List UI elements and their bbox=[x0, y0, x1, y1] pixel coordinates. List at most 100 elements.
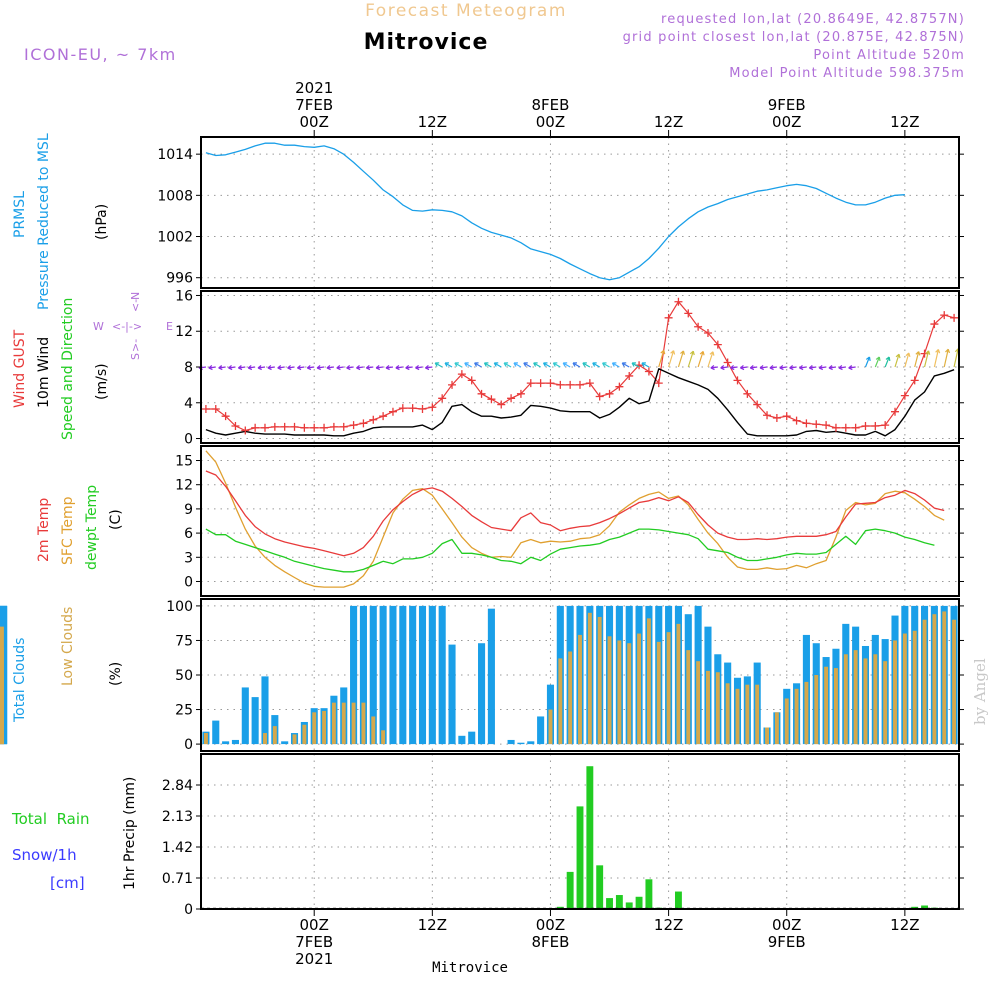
wind-tick-label: 12 bbox=[175, 324, 193, 340]
low-cloud-bar bbox=[587, 612, 592, 745]
wind-direction-arrow bbox=[395, 365, 403, 371]
total-cloud-bar bbox=[409, 605, 417, 745]
wind-direction-arrow bbox=[707, 351, 715, 368]
requested-coords: requested lon,lat (20.8649E, 42.8757N) bbox=[661, 12, 965, 27]
precip-bar bbox=[615, 895, 623, 909]
low-cloud-bar bbox=[696, 661, 701, 745]
low-cloud-bar bbox=[0, 694, 4, 745]
gust-marker bbox=[566, 380, 575, 389]
gust-marker bbox=[497, 400, 506, 409]
gust-marker bbox=[231, 422, 240, 431]
gust-marker bbox=[802, 419, 811, 428]
cloud-label-1: Total Clouds bbox=[12, 638, 28, 723]
precip-frame bbox=[200, 753, 960, 910]
precip-bar bbox=[921, 905, 928, 909]
footer-location: Mitrovice bbox=[432, 960, 508, 976]
wind-direction-arrow bbox=[828, 365, 837, 371]
clouds-tick-label: 0 bbox=[184, 737, 193, 753]
wind-direction-arrow bbox=[237, 365, 246, 371]
wind-direction-arrow bbox=[611, 362, 620, 368]
gust-marker bbox=[241, 426, 250, 435]
wind-direction-arrow bbox=[306, 365, 315, 371]
pressure-label-1: PRMSL bbox=[12, 191, 28, 238]
grid-layer bbox=[201, 137, 959, 910]
total-cloud-bar bbox=[537, 716, 545, 745]
cloud-labels: Total Clouds Low Clouds (%) bbox=[12, 607, 124, 723]
wind-direction-arrow bbox=[592, 362, 600, 368]
wind-direction-arrow bbox=[769, 365, 777, 371]
wind-direction-arrow bbox=[789, 365, 797, 371]
bottom-xtick-label: 12Z bbox=[890, 916, 919, 934]
low-cloud-bar bbox=[263, 733, 267, 745]
low-cloud-bar bbox=[272, 726, 277, 745]
low-cloud-bar bbox=[715, 672, 720, 745]
low-cloud-bar bbox=[597, 616, 602, 745]
gust-marker bbox=[398, 404, 407, 413]
temp2m-line bbox=[205, 470, 945, 557]
gust-marker bbox=[743, 389, 752, 398]
compass-s: S bbox=[129, 353, 142, 360]
low-cloud-bar bbox=[381, 730, 386, 745]
pressure-tick-label: 1002 bbox=[157, 230, 193, 246]
arrow-layer bbox=[198, 348, 960, 371]
gust-marker bbox=[644, 367, 653, 376]
gust-marker bbox=[615, 382, 624, 391]
gust-marker bbox=[703, 329, 712, 338]
wind-direction-arrow bbox=[799, 365, 807, 371]
wind-direction-arrow bbox=[631, 362, 640, 368]
wind-direction-arrow bbox=[533, 362, 541, 368]
gust-marker bbox=[251, 423, 260, 432]
wind-direction-arrow bbox=[336, 365, 344, 371]
gust-marker bbox=[694, 322, 703, 331]
low-cloud-bar bbox=[607, 636, 612, 745]
wind-label-2: 10m Wind bbox=[36, 337, 52, 408]
bottom-xtick-label: 12Z bbox=[654, 916, 683, 934]
temp-tick-label: 12 bbox=[175, 478, 193, 494]
precip-unit: 1hr Precip (mm) bbox=[122, 777, 138, 890]
gust-marker bbox=[920, 349, 929, 358]
gust-marker bbox=[881, 421, 890, 430]
low-cloud-bar bbox=[883, 661, 888, 745]
gust-marker bbox=[605, 389, 614, 398]
low-cloud-bar bbox=[548, 709, 553, 745]
gust-marker bbox=[831, 423, 840, 432]
total-cloud-bar bbox=[281, 741, 289, 745]
temp-label-1: 2m Temp bbox=[36, 498, 52, 562]
wind-direction-arrow bbox=[933, 348, 941, 368]
wind-direction-arrow bbox=[454, 362, 463, 368]
gust-marker bbox=[910, 376, 919, 385]
wind-line bbox=[205, 368, 955, 437]
gust-marker bbox=[320, 423, 329, 432]
gust-marker bbox=[782, 412, 791, 421]
wind-direction-arrow bbox=[424, 365, 433, 371]
gust-marker bbox=[950, 313, 959, 322]
gust-marker bbox=[841, 423, 850, 432]
gust-marker bbox=[930, 320, 939, 329]
gust-marker bbox=[684, 309, 693, 318]
low-cloud-bar bbox=[341, 702, 346, 745]
compass-w: W bbox=[93, 320, 104, 333]
gridpoint-coords: grid point closest lon,lat (20.875E, 42.… bbox=[623, 30, 965, 45]
wind-direction-arrow bbox=[257, 365, 266, 371]
temp-tick-label: 6 bbox=[184, 526, 193, 542]
wind-direction-arrow bbox=[687, 350, 695, 368]
temp-labels: 2m Temp SFC Temp dewpt Temp (C) bbox=[36, 485, 124, 570]
wind-direction-arrow bbox=[346, 365, 354, 371]
gust-marker bbox=[201, 405, 210, 414]
gust-marker bbox=[556, 380, 565, 389]
gust-marker bbox=[211, 405, 220, 414]
wind-labels: Wind GUST 10m Wind Speed and Direction (… bbox=[12, 292, 173, 440]
gust-marker bbox=[290, 422, 299, 431]
temp-tick-label: 15 bbox=[175, 454, 193, 470]
low-cloud-bar bbox=[873, 654, 878, 745]
gust-marker bbox=[388, 407, 397, 416]
gust-marker bbox=[507, 394, 516, 403]
gust-marker bbox=[900, 391, 909, 400]
low-cloud-bar bbox=[735, 688, 740, 745]
precip-bar bbox=[635, 896, 643, 909]
low-cloud-bar bbox=[361, 702, 366, 745]
gust-marker bbox=[625, 371, 634, 380]
gust-marker bbox=[940, 311, 949, 320]
gust-marker bbox=[822, 421, 831, 430]
top-xtick-label: 12Z bbox=[654, 113, 683, 131]
